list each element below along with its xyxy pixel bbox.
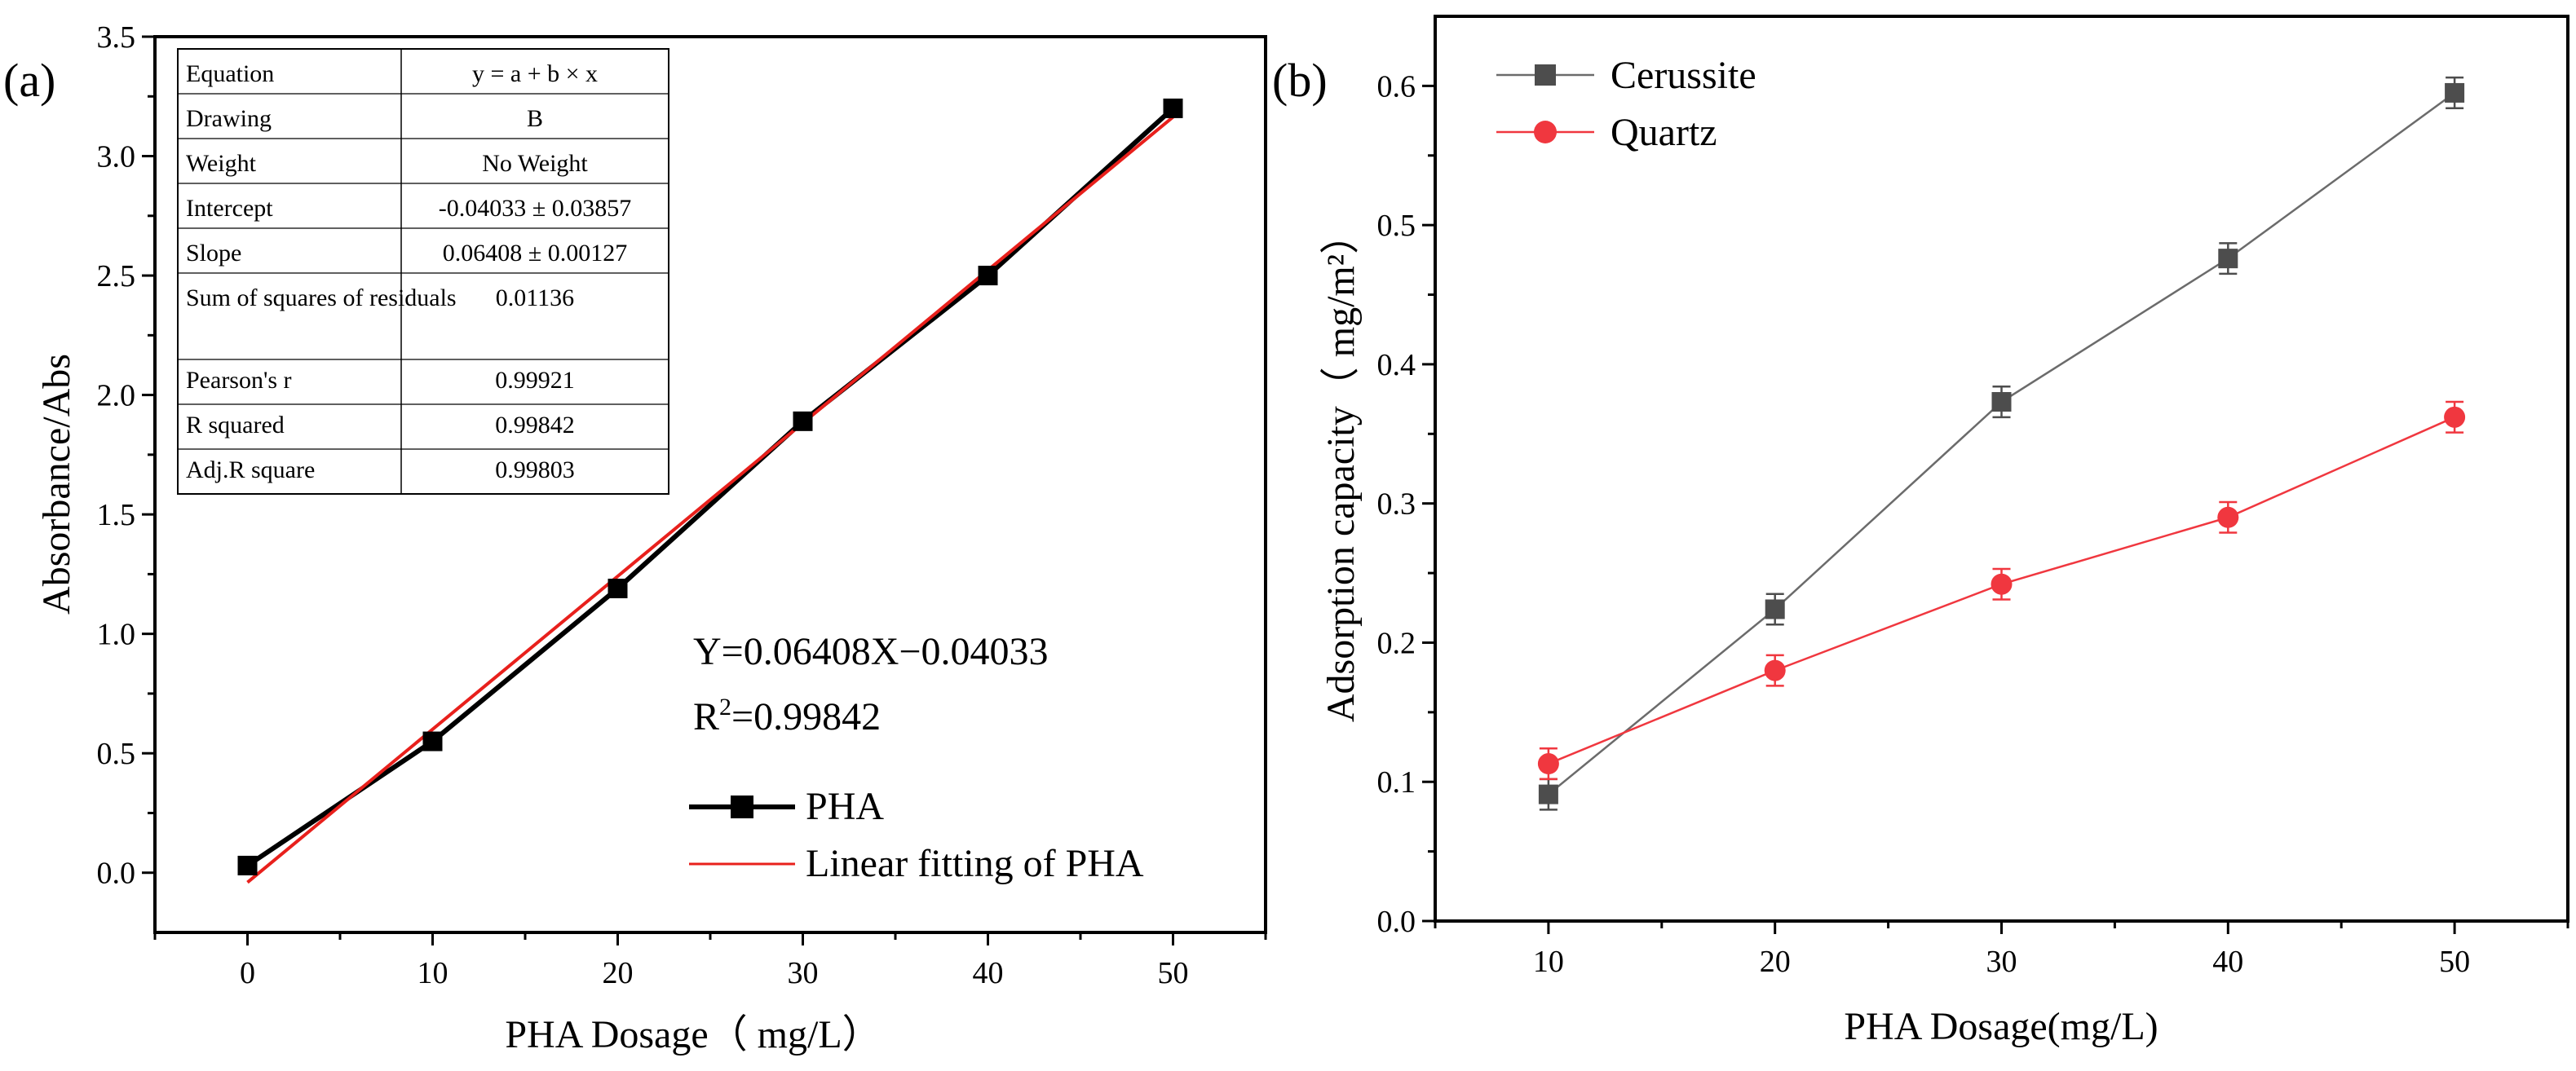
legend-label-quartz: Quartz	[1611, 111, 1717, 154]
r-squared-value: =0.99842	[731, 695, 881, 738]
quartz-point	[1537, 753, 1559, 775]
fit-table-value: No Weight	[482, 150, 588, 177]
quartz-point	[2444, 406, 2466, 428]
x-tick-label-b: 20	[1760, 945, 1791, 979]
pha-point	[422, 731, 443, 751]
fit-table-value: 0.99921	[495, 367, 575, 394]
pha-point	[237, 855, 258, 875]
legend-a: PHA Linear fitting of PHA	[689, 785, 1144, 885]
x-tick-label-b: 50	[2439, 945, 2470, 979]
quartz-point	[1764, 659, 1786, 681]
quartz-point	[1991, 573, 2013, 595]
fit-table-key: Slope	[186, 240, 241, 267]
fit-table-key: Intercept	[186, 195, 273, 222]
y-tick-label-a: 0.0	[97, 857, 136, 891]
y-tick-label-a: 3.0	[97, 140, 136, 174]
cerussite-point	[2218, 249, 2238, 269]
x-axis-title-a: PHA Dosage（ mg/L）	[505, 1013, 881, 1056]
legend-label-cerussite: Cerussite	[1611, 54, 1756, 97]
x-tick-label-a: 30	[788, 956, 819, 990]
panel-label-a: (a)	[3, 54, 55, 107]
tick-group-b: 10 20 30 40 50 0.0 0.1 0.2 0.3 0.4 0.5 0.6	[1377, 69, 2569, 979]
y-tick-label-b: 0.2	[1377, 626, 1416, 660]
panel-a: (a) 0 10 20 30 40 500.00.51.01.52.02.53.03.5 …	[3, 20, 1267, 1056]
x-tick-label-a: 50	[1158, 956, 1189, 990]
x-tick-label-a: 0	[240, 956, 255, 990]
fit-table-value: B	[527, 105, 543, 132]
cerussite-line	[1548, 91, 2455, 796]
legend-marker-quartz	[1534, 121, 1557, 143]
fit-equation: Y=0.06408X−0.04033	[693, 630, 1048, 673]
fit-table-frame	[177, 48, 669, 495]
quartz-point	[2217, 506, 2239, 528]
panel-b: (b) 10 20 30 40 50 0.0 0.1 0.2 0.3 0.4 0.5 0.6 Ceru…	[1272, 15, 2569, 1048]
legend-marker-pha	[731, 796, 753, 818]
y-tick-label-a: 2.0	[97, 379, 136, 413]
fit-table-key: Sum of squares of residuals	[186, 284, 457, 311]
fit-table-key: Drawing	[186, 105, 272, 132]
legend-b: Cerussite Quartz	[1496, 54, 1756, 154]
x-tick-label-b: 10	[1533, 945, 1564, 979]
fit-table-value: 0.01136	[496, 284, 574, 311]
fit-table-value: 0.99803	[495, 456, 575, 483]
y-tick-label-b: 0.0	[1377, 905, 1416, 939]
cerussite-point	[1991, 392, 2012, 412]
x-axis-title-b: PHA Dosage(mg/L)	[1844, 1005, 2158, 1048]
r-squared-annotation: R2=0.99842	[693, 694, 881, 738]
legend-label-fit: Linear fitting of PHA	[806, 842, 1144, 885]
y-tick-label-b: 0.5	[1377, 209, 1416, 243]
linear-fit-line	[246, 116, 1174, 884]
y-tick-label-a: 0.5	[97, 737, 136, 771]
fit-table-value: -0.04033 ± 0.03857	[439, 195, 631, 222]
pha-point	[793, 411, 813, 431]
fit-table: Equation y = a + b × x Drawing B Weight …	[177, 48, 669, 495]
data-group-a	[237, 98, 1183, 884]
pha-point	[608, 578, 628, 598]
fit-table-key: Equation	[186, 60, 274, 87]
data-group-b	[1537, 76, 2466, 811]
cerussite-point	[1538, 784, 1558, 804]
y-tick-label-a: 3.5	[97, 20, 136, 55]
fit-table-key: Weight	[186, 150, 257, 177]
plot-frame-b	[1434, 15, 2569, 923]
panel-label-b: (b)	[1272, 54, 1328, 107]
tick-group-a: 0 10 20 30 40 50 0.0 0.5 1.0 1.5 2.0 2.5 3.0 3.5	[97, 20, 1267, 990]
legend-marker-cerussite	[1535, 64, 1556, 86]
fit-table-value: y = a + b × x	[472, 60, 598, 87]
r-squared-superscript: 2	[719, 694, 731, 721]
fit-table-key: Adj.R square	[186, 456, 315, 483]
pha-line	[245, 106, 1175, 868]
y-tick-label-a: 2.5	[97, 259, 136, 293]
x-tick-label-a: 40	[973, 956, 1004, 990]
fit-table-value: 0.06408 ± 0.00127	[443, 240, 627, 267]
fit-table-key: Pearson's r	[186, 367, 292, 394]
cerussite-point	[2445, 82, 2465, 103]
y-tick-label-a: 1.5	[97, 498, 136, 532]
x-tick-label-b: 30	[1986, 945, 2017, 979]
y-tick-label-b: 0.3	[1377, 487, 1416, 522]
legend-label-pha: PHA	[806, 785, 884, 828]
y-axis-title-a: Absorbance/Abs	[35, 354, 78, 615]
pha-point	[978, 266, 998, 286]
y-tick-label-b: 0.4	[1377, 348, 1416, 382]
fit-table-value: 0.99842	[495, 412, 575, 439]
r-squared-prefix: R	[693, 695, 719, 738]
cerussite-point	[1765, 599, 1785, 619]
pha-point	[1163, 98, 1183, 118]
y-tick-label-b: 0.6	[1377, 69, 1416, 104]
x-tick-label-a: 20	[603, 956, 634, 990]
fit-table-key: R squared	[186, 412, 285, 439]
x-tick-label-b: 40	[2212, 945, 2243, 979]
fit-table-key-line: Sum of squares of residuals	[186, 284, 457, 311]
x-tick-label-a: 10	[418, 956, 448, 990]
y-tick-label-b: 0.1	[1377, 765, 1416, 800]
y-tick-label-a: 1.0	[97, 618, 136, 652]
y-axis-title-b: Adsorption capacity（ mg/m²）	[1319, 215, 1363, 722]
